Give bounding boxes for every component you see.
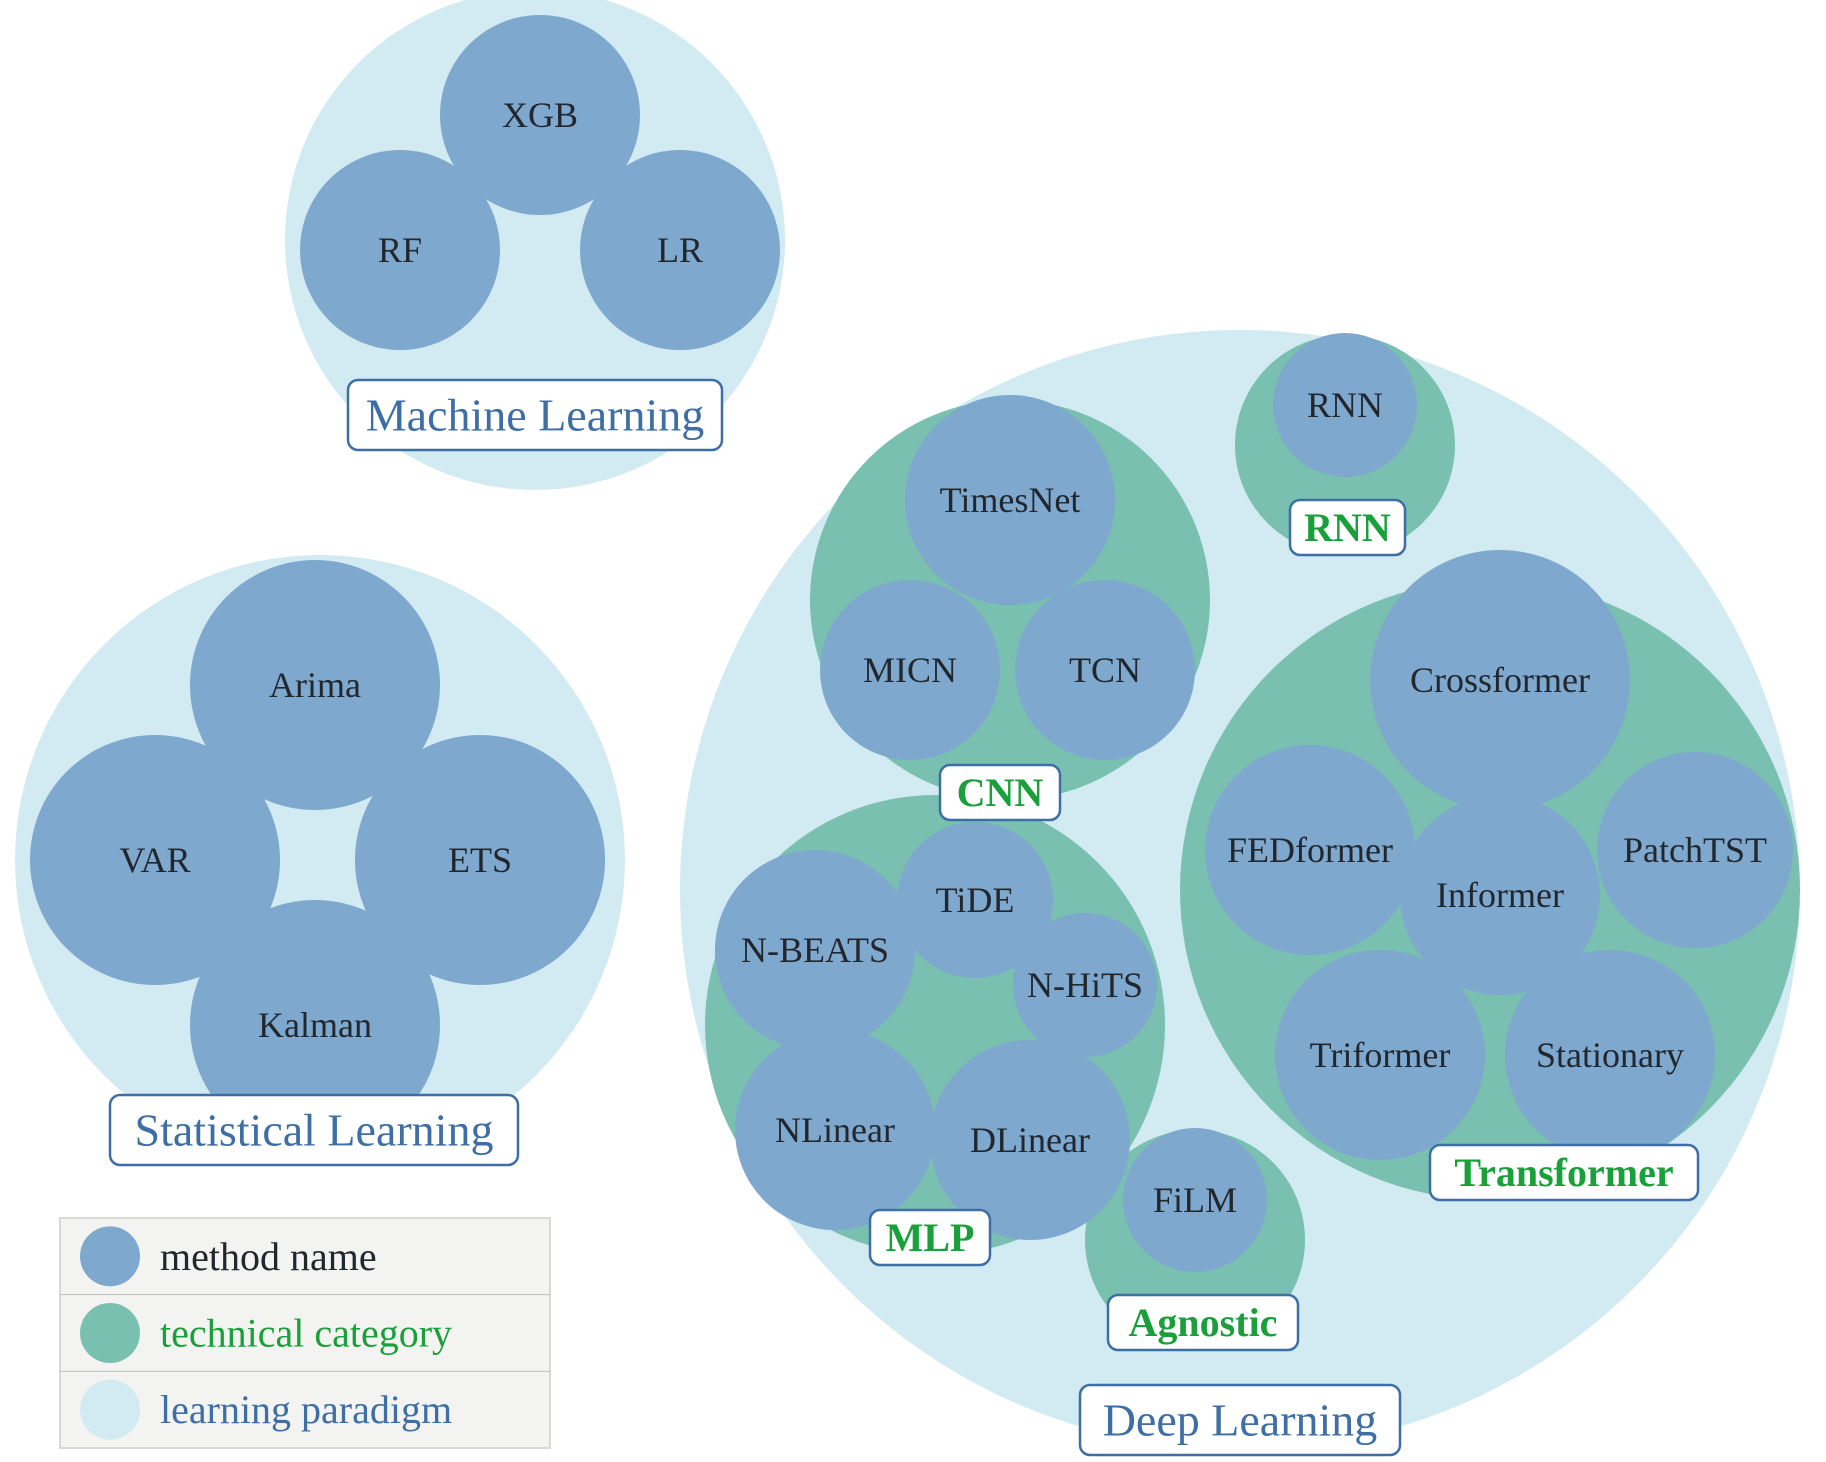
transformer-method-triformer-label: Triformer (1310, 1035, 1451, 1075)
category-agnostic-label: Agnostic (1129, 1300, 1278, 1345)
paradigm-dl-label: Deep Learning (1103, 1395, 1378, 1446)
cnn-method-timesnet-label: TimesNet (940, 480, 1081, 520)
ml-method-rf-label: RF (378, 230, 422, 270)
stat-method-kalman-label: Kalman (258, 1005, 372, 1045)
ml-method-lr-label: LR (657, 230, 703, 270)
mlp-method-tide-label: TiDE (936, 880, 1015, 920)
cnn-method-tcn-label: TCN (1069, 650, 1141, 690)
cnn-method-micn-label: MICN (863, 650, 957, 690)
category-cnn-label: CNN (957, 770, 1044, 815)
legend-swatch-category (80, 1303, 140, 1363)
paradigm-ml-label: Machine Learning (366, 390, 704, 441)
stat-method-var-label: VAR (119, 840, 190, 880)
legend-swatch-paradigm (80, 1380, 140, 1440)
category-rnn-label: RNN (1304, 505, 1391, 550)
category-transformer-label: Transformer (1454, 1150, 1673, 1195)
legend-label-paradigm: learning paradigm (160, 1387, 452, 1432)
mlp-method-n-hits-label: N-HiTS (1027, 965, 1143, 1005)
legend-label-method: method name (160, 1234, 377, 1279)
mlp-method-nlinear-label: NLinear (775, 1110, 895, 1150)
transformer-method-fedformer-label: FEDformer (1227, 830, 1393, 870)
transformer-method-crossformer-label: Crossformer (1410, 660, 1590, 700)
category-mlp-label: MLP (886, 1215, 975, 1260)
paradigm-stat-label: Statistical Learning (135, 1105, 494, 1156)
rnn-method-rnn-label: RNN (1307, 385, 1383, 425)
agnostic-method-film-label: FiLM (1153, 1180, 1237, 1220)
legend-swatch-method (80, 1226, 140, 1286)
stat-method-ets-label: ETS (448, 840, 512, 880)
transformer-method-informer-label: Informer (1436, 875, 1564, 915)
transformer-method-stationary-label: Stationary (1536, 1035, 1684, 1075)
legend-label-category: technical category (160, 1311, 452, 1356)
transformer-method-patchtst-label: PatchTST (1623, 830, 1767, 870)
ml-method-xgb-label: XGB (502, 95, 578, 135)
mlp-method-n-beats-label: N-BEATS (741, 930, 889, 970)
stat-method-arima-label: Arima (269, 665, 361, 705)
mlp-method-dlinear-label: DLinear (970, 1120, 1090, 1160)
